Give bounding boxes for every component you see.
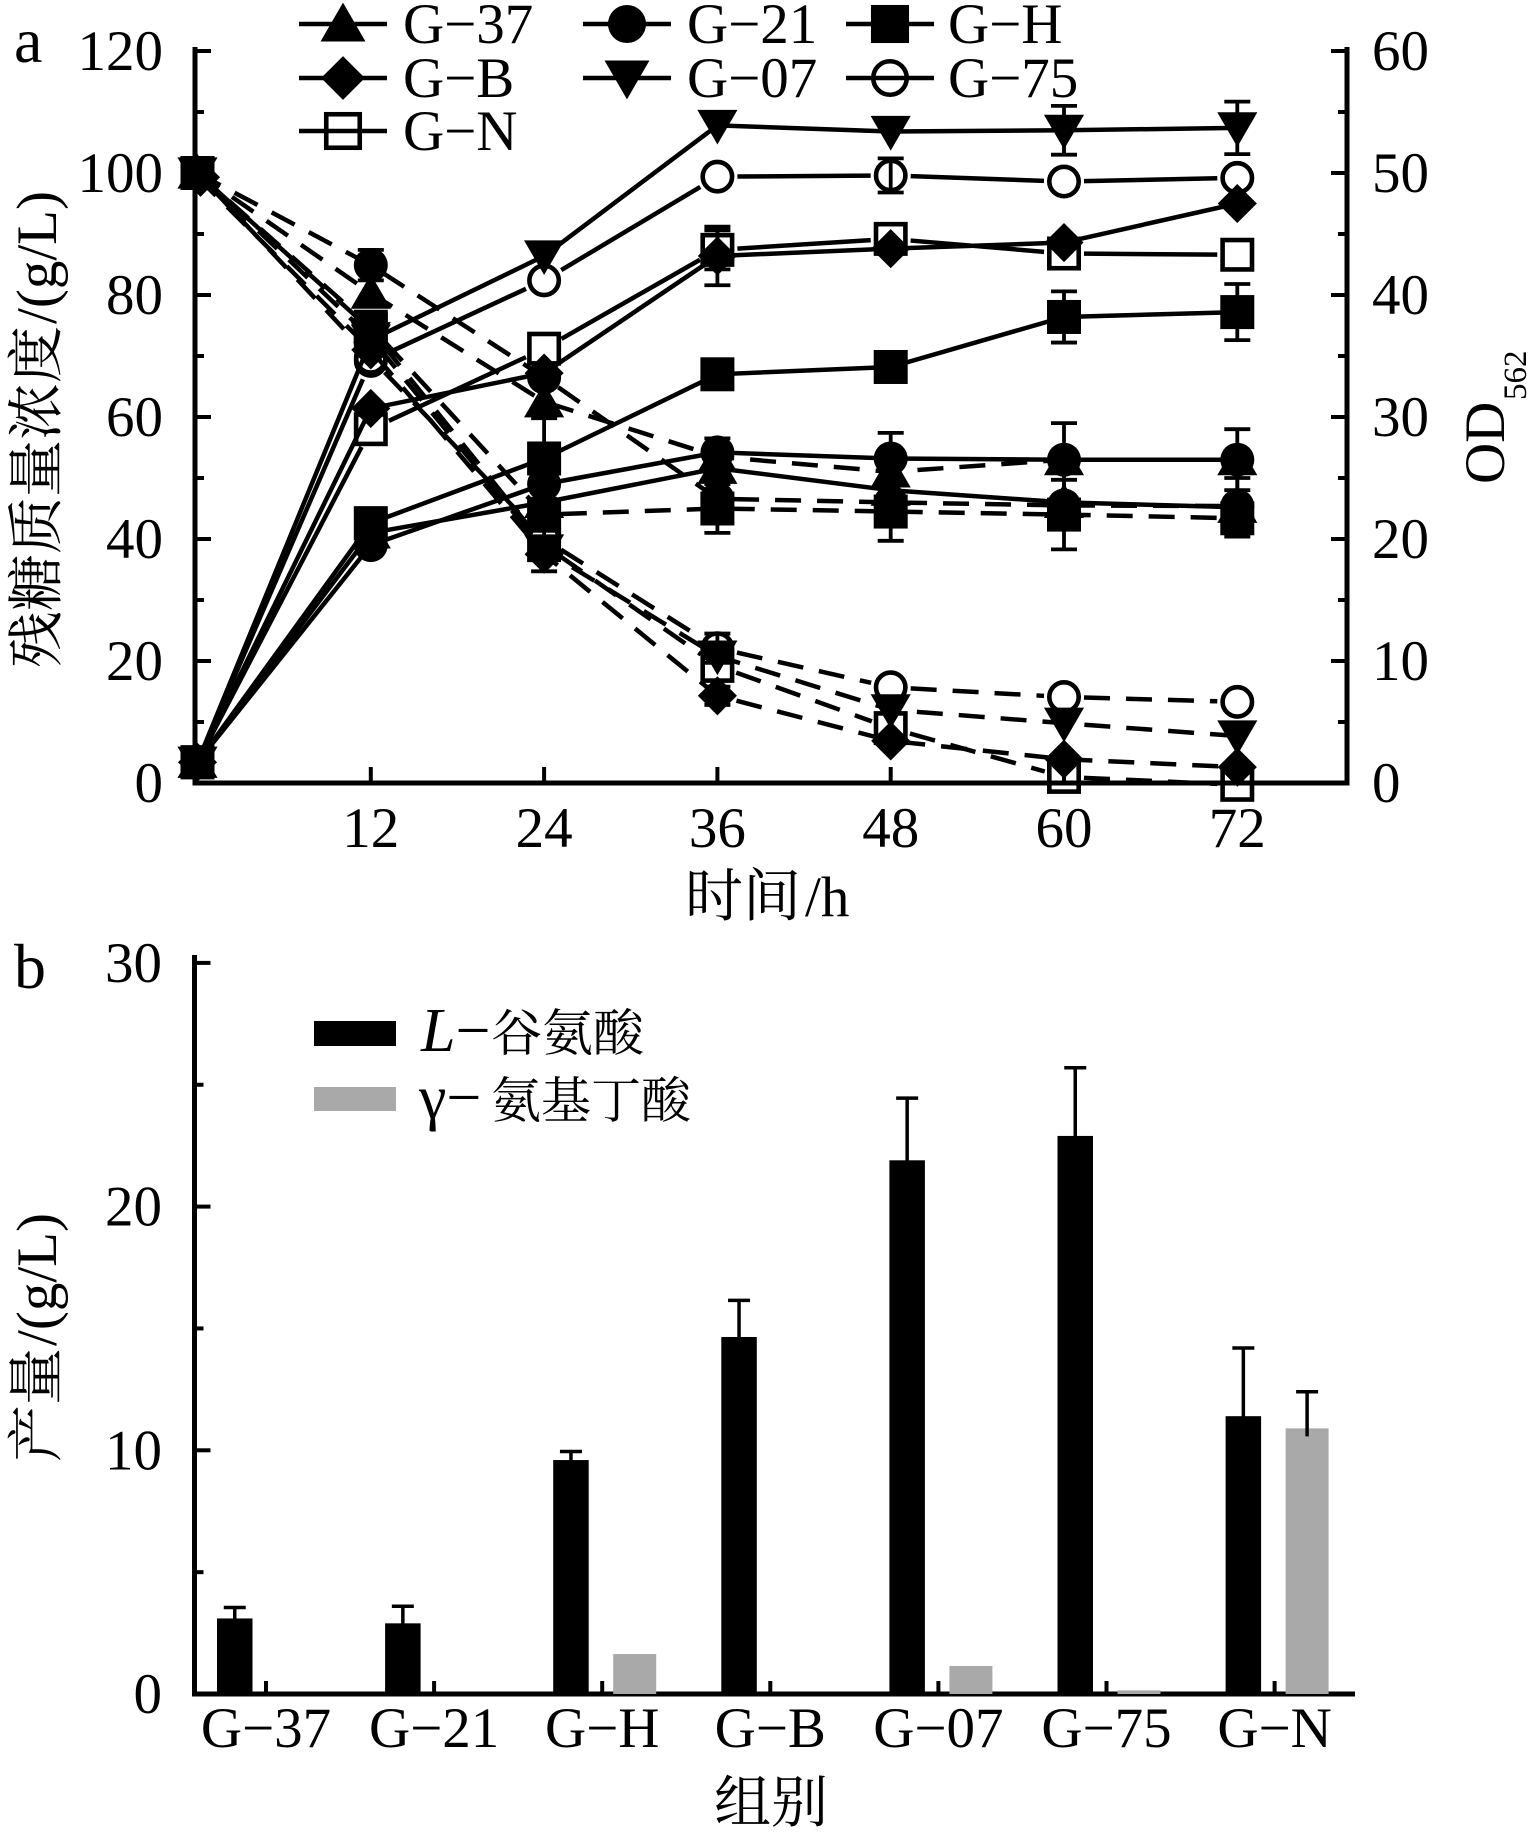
svg-text:30: 30	[105, 932, 162, 995]
svg-text:60: 60	[106, 386, 163, 449]
svg-text:G−21: G−21	[687, 0, 817, 56]
svg-text:G−75: G−75	[1041, 1697, 1171, 1760]
svg-text:G−37: G−37	[201, 1697, 331, 1760]
svg-text:0: 0	[134, 1663, 163, 1726]
svg-text:b: b	[14, 931, 46, 1002]
svg-text:100: 100	[78, 142, 164, 205]
svg-text:48: 48	[862, 797, 919, 860]
svg-text:12: 12	[342, 797, 399, 860]
svg-text:G−07: G−07	[873, 1697, 1003, 1760]
svg-text:G−07: G−07	[687, 47, 817, 110]
svg-text:/(g/L): /(g/L)	[6, 1213, 69, 1346]
svg-text:G−H: G−H	[545, 1697, 659, 1760]
svg-text:30: 30	[1372, 386, 1429, 449]
svg-text:80: 80	[106, 264, 163, 327]
svg-text:G−75: G−75	[948, 47, 1078, 110]
svg-text:G−B: G−B	[715, 1697, 826, 1760]
svg-text:/h: /h	[805, 866, 849, 929]
svg-text:60: 60	[1372, 20, 1429, 83]
svg-text:40: 40	[106, 508, 163, 571]
svg-text:/(g/L): /(g/L)	[6, 191, 69, 324]
svg-text:24: 24	[516, 797, 573, 860]
svg-text:40: 40	[1372, 264, 1429, 327]
svg-text:72: 72	[1209, 797, 1266, 860]
svg-text:γ−: γ−	[418, 1064, 481, 1132]
svg-text:G−B: G−B	[403, 47, 514, 110]
svg-text:20: 20	[106, 630, 163, 693]
svg-text:60: 60	[1036, 797, 1093, 860]
svg-text:10: 10	[1372, 630, 1429, 693]
svg-text:a: a	[14, 5, 42, 76]
svg-text:G−H: G−H	[948, 0, 1062, 56]
svg-text:G−21: G−21	[369, 1697, 499, 1760]
svg-text:0: 0	[1372, 752, 1401, 815]
svg-text:OD: OD	[1454, 402, 1517, 484]
svg-text:20: 20	[1372, 508, 1429, 571]
svg-text:G−N: G−N	[1217, 1697, 1331, 1760]
svg-text:562: 562	[1498, 351, 1529, 401]
svg-text:G−N: G−N	[403, 100, 517, 163]
svg-text:36: 36	[689, 797, 746, 860]
svg-text:50: 50	[1372, 142, 1429, 205]
svg-text:0: 0	[135, 752, 164, 815]
svg-text:10: 10	[105, 1419, 162, 1482]
svg-text:G−37: G−37	[403, 0, 533, 56]
svg-text:20: 20	[105, 1176, 162, 1239]
svg-text:120: 120	[78, 20, 164, 83]
svg-text:L−: L−	[420, 997, 490, 1065]
